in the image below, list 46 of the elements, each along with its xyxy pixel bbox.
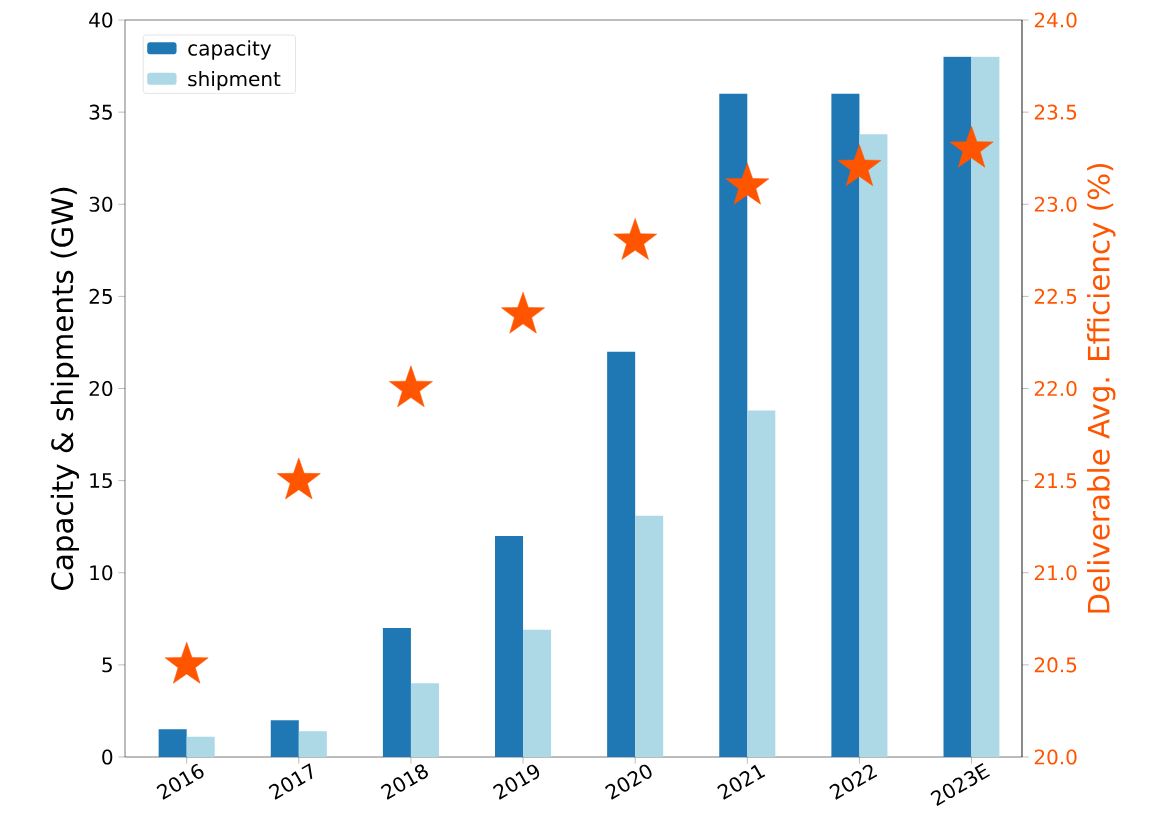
y-tick-label: 5 [102, 657, 112, 673]
bar [382, 628, 411, 757]
y-tick-label: 0 [102, 749, 113, 765]
bar [410, 683, 439, 757]
y-tick-label: 15 [90, 473, 112, 489]
bar [298, 731, 327, 757]
bar [523, 629, 552, 757]
y-axis-title: Capacity & shipments (GW) [50, 187, 80, 590]
y-tick-label: 40 [89, 12, 113, 28]
y2-tick-label: 23.5 [1034, 104, 1077, 120]
bar [719, 93, 748, 757]
bar [943, 56, 972, 757]
y-tick-label: 10 [90, 565, 113, 581]
point [613, 218, 657, 260]
y-tick-label: 20 [89, 380, 113, 397]
point [837, 144, 882, 186]
y2-tick-label: 22.0 [1034, 380, 1077, 397]
y2-tick-label: 20.0 [1034, 749, 1077, 765]
bar [635, 515, 664, 757]
y2-tick-label: 20.5 [1034, 657, 1077, 673]
y-tick-label: 25 [89, 288, 112, 304]
point [276, 457, 321, 500]
point [501, 291, 545, 334]
y2-tick-label: 22.5 [1034, 288, 1077, 304]
bar [831, 93, 860, 757]
point [164, 641, 209, 684]
bar [607, 351, 636, 757]
y2-tick-label: 23.0 [1034, 196, 1077, 212]
y2-tick-label: 21.5 [1034, 473, 1077, 489]
y-tick-label: 30 [89, 196, 113, 212]
bar [859, 134, 888, 757]
y2-tick-label: 24.0 [1034, 12, 1077, 28]
point [725, 162, 770, 205]
bar [158, 729, 187, 757]
y2-tick-label: 21.0 [1034, 565, 1077, 581]
point [949, 126, 994, 168]
bar [186, 736, 215, 757]
bar [495, 535, 524, 757]
legend-label: shipment [188, 70, 281, 91]
y2-axis-title: Deliverable Avg. Efficiency (%) [1087, 164, 1116, 613]
bar [971, 56, 1000, 757]
y-tick-label: 35 [89, 104, 112, 120]
point [389, 365, 433, 408]
bar [270, 720, 299, 757]
legend-label: capacity [188, 40, 272, 60]
bar [747, 410, 776, 757]
